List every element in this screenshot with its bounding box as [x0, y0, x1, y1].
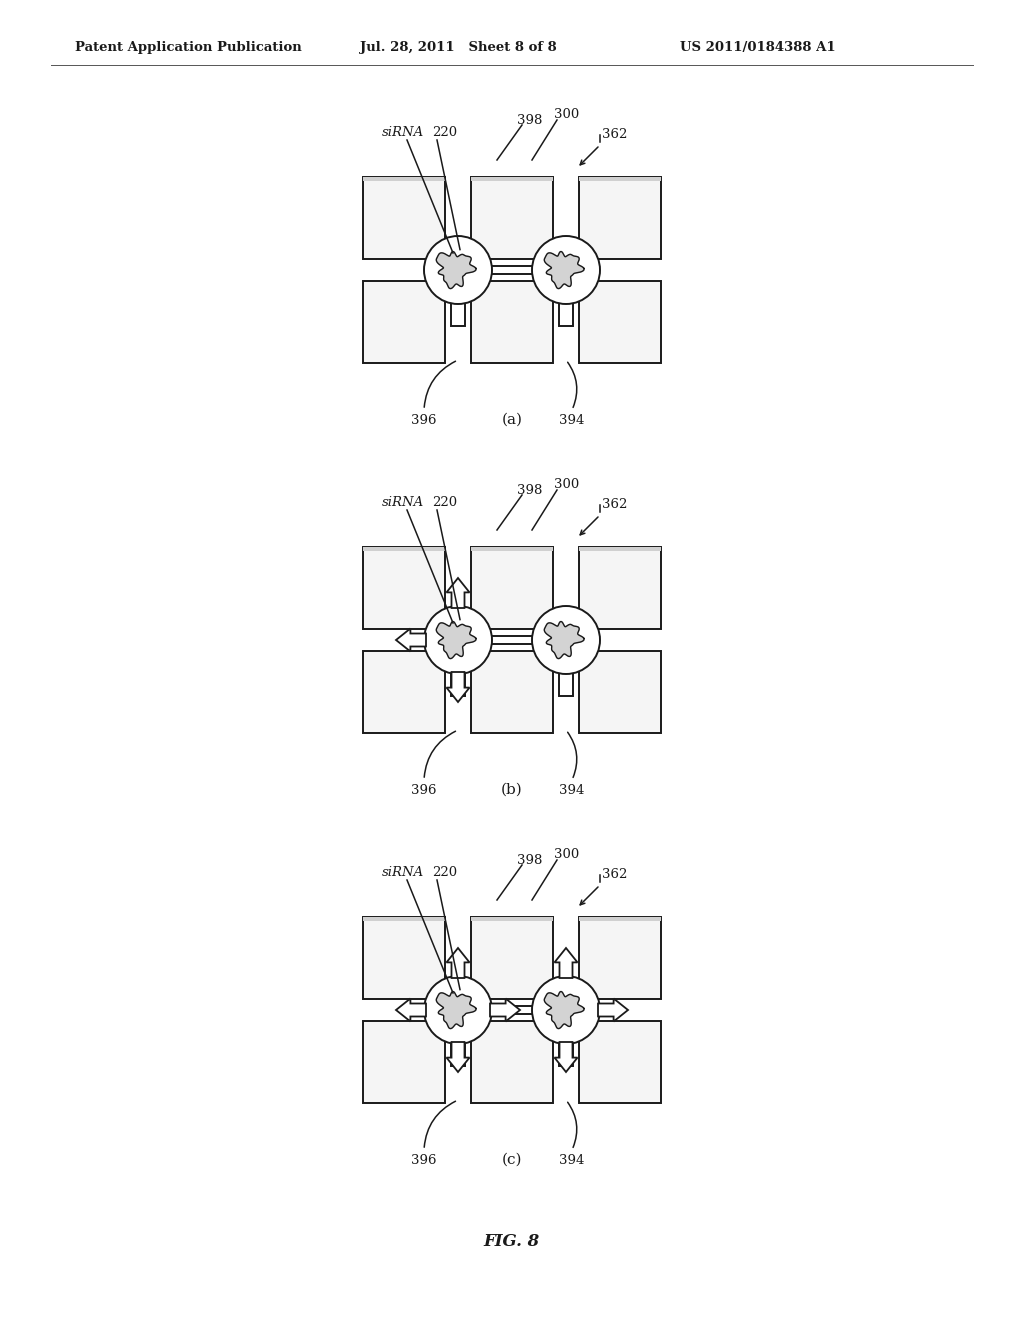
- Bar: [471, 546, 553, 550]
- Polygon shape: [446, 948, 469, 978]
- Bar: [471, 177, 553, 181]
- Bar: [559, 672, 573, 696]
- Text: 398: 398: [517, 114, 543, 127]
- Text: FIG. 8: FIG. 8: [484, 1233, 540, 1250]
- Text: 362: 362: [602, 499, 628, 511]
- Polygon shape: [436, 252, 476, 289]
- Bar: [362, 651, 445, 733]
- Text: (c): (c): [502, 1152, 522, 1167]
- Text: (b): (b): [501, 783, 523, 797]
- Polygon shape: [555, 948, 578, 978]
- Circle shape: [424, 236, 492, 304]
- Bar: [579, 281, 662, 363]
- Text: 220: 220: [432, 495, 457, 508]
- Bar: [579, 917, 662, 999]
- Text: siRNA: siRNA: [382, 866, 424, 879]
- Polygon shape: [598, 998, 628, 1022]
- Text: 394: 394: [559, 413, 585, 426]
- Text: 362: 362: [602, 869, 628, 882]
- Bar: [451, 672, 465, 696]
- Bar: [471, 651, 553, 733]
- Bar: [362, 917, 445, 999]
- Text: Jul. 28, 2011   Sheet 8 of 8: Jul. 28, 2011 Sheet 8 of 8: [360, 41, 557, 54]
- Circle shape: [424, 606, 492, 675]
- Text: 394: 394: [559, 1154, 585, 1167]
- Text: 398: 398: [517, 483, 543, 496]
- Text: (a): (a): [502, 413, 522, 426]
- Bar: [471, 917, 553, 921]
- Bar: [559, 302, 573, 326]
- Text: 396: 396: [412, 1154, 437, 1167]
- Bar: [362, 546, 445, 630]
- Circle shape: [532, 975, 600, 1044]
- Text: 362: 362: [602, 128, 628, 141]
- Circle shape: [532, 606, 600, 675]
- Circle shape: [532, 236, 600, 304]
- Bar: [579, 546, 662, 550]
- Polygon shape: [396, 998, 426, 1022]
- Polygon shape: [446, 672, 469, 702]
- Text: 396: 396: [412, 413, 437, 426]
- Bar: [471, 546, 553, 630]
- Bar: [579, 177, 662, 259]
- Bar: [362, 177, 445, 259]
- Text: Patent Application Publication: Patent Application Publication: [75, 41, 302, 54]
- Polygon shape: [545, 991, 584, 1028]
- Text: 220: 220: [432, 125, 457, 139]
- Text: 398: 398: [517, 854, 543, 866]
- Bar: [362, 177, 445, 181]
- Bar: [490, 267, 534, 275]
- Bar: [559, 1041, 573, 1067]
- Text: siRNA: siRNA: [382, 495, 424, 508]
- Text: 394: 394: [559, 784, 585, 796]
- Bar: [362, 917, 445, 921]
- Polygon shape: [545, 622, 584, 659]
- Polygon shape: [545, 252, 584, 289]
- Bar: [362, 1020, 445, 1104]
- Bar: [471, 281, 553, 363]
- Bar: [579, 651, 662, 733]
- Bar: [579, 917, 662, 921]
- Bar: [362, 546, 445, 550]
- Polygon shape: [555, 1041, 578, 1072]
- Bar: [451, 302, 465, 326]
- Bar: [471, 177, 553, 259]
- Polygon shape: [490, 998, 520, 1022]
- Bar: [362, 281, 445, 363]
- Polygon shape: [436, 622, 476, 659]
- Text: US 2011/0184388 A1: US 2011/0184388 A1: [680, 41, 836, 54]
- Text: 300: 300: [554, 108, 580, 121]
- Text: 220: 220: [432, 866, 457, 879]
- Circle shape: [424, 975, 492, 1044]
- Bar: [579, 1020, 662, 1104]
- Polygon shape: [436, 991, 476, 1028]
- Text: 396: 396: [412, 784, 437, 796]
- Bar: [490, 636, 534, 644]
- Polygon shape: [446, 578, 469, 609]
- Text: 300: 300: [554, 849, 580, 862]
- Bar: [471, 917, 553, 999]
- Bar: [490, 1006, 534, 1014]
- Polygon shape: [396, 628, 426, 652]
- Text: siRNA: siRNA: [382, 125, 424, 139]
- Bar: [579, 177, 662, 181]
- Bar: [579, 546, 662, 630]
- Bar: [451, 1041, 465, 1067]
- Bar: [471, 1020, 553, 1104]
- Text: 300: 300: [554, 479, 580, 491]
- Polygon shape: [446, 1041, 469, 1072]
